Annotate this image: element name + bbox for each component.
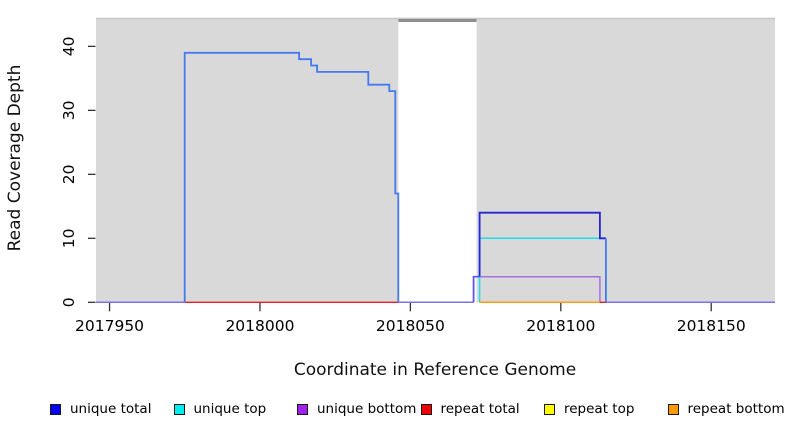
legend-swatch-unique-bottom bbox=[297, 403, 308, 415]
legend-label: repeat bottom bbox=[687, 401, 785, 417]
shaded-region bbox=[476, 19, 775, 303]
legend-swatch-repeat-bottom bbox=[667, 403, 679, 415]
y-tick-label: 20 bbox=[60, 164, 78, 184]
y-axis-title: Read Coverage Depth bbox=[5, 64, 25, 252]
y-tick-label: 30 bbox=[60, 100, 78, 120]
x-axis-title: Coordinate in Reference Genome bbox=[293, 360, 577, 380]
legend-swatch-unique-top bbox=[173, 403, 185, 415]
legend-swatch-repeat-total bbox=[420, 403, 432, 415]
y-tick-label: 0 bbox=[60, 297, 78, 307]
series-line-unique-total-block2 bbox=[478, 211, 606, 277]
series-line-unique-total-block1 bbox=[183, 51, 400, 303]
legend-item-unique-bottom: unique bottom bbox=[297, 401, 421, 417]
x-tick-label: 2018050 bbox=[376, 317, 445, 335]
legend-item-unique-top: unique top bbox=[173, 401, 298, 417]
y-tick-label: 10 bbox=[60, 228, 78, 248]
x-tick-label: 2017950 bbox=[75, 317, 144, 335]
gap-bar bbox=[398, 19, 477, 22]
y-tick-label: 40 bbox=[60, 36, 78, 56]
legend-swatch-unique-total bbox=[50, 403, 61, 415]
shaded-region bbox=[96, 19, 399, 303]
legend-label: unique total bbox=[70, 401, 152, 417]
x-tick-label: 2018150 bbox=[677, 317, 746, 335]
legend-label: repeat total bbox=[440, 401, 520, 417]
legend-item-repeat-bottom: repeat bottom bbox=[667, 401, 792, 417]
legend-label: unique top bbox=[193, 401, 267, 417]
legend-item-unique-total: unique total bbox=[50, 401, 174, 417]
legend-label: unique bottom bbox=[317, 401, 417, 417]
legend-label: repeat top bbox=[564, 401, 635, 417]
x-tick-label: 2018000 bbox=[225, 317, 294, 335]
legend: unique total unique top unique bottom repea… bbox=[50, 399, 791, 419]
legend-item-repeat-top: repeat top bbox=[544, 401, 668, 417]
series-line-unique-total-rise-block2 bbox=[472, 275, 480, 303]
x-tick-label: 2018100 bbox=[526, 317, 595, 335]
legend-swatch-repeat-top bbox=[544, 403, 555, 415]
legend-item-repeat-total: repeat total bbox=[420, 401, 545, 417]
